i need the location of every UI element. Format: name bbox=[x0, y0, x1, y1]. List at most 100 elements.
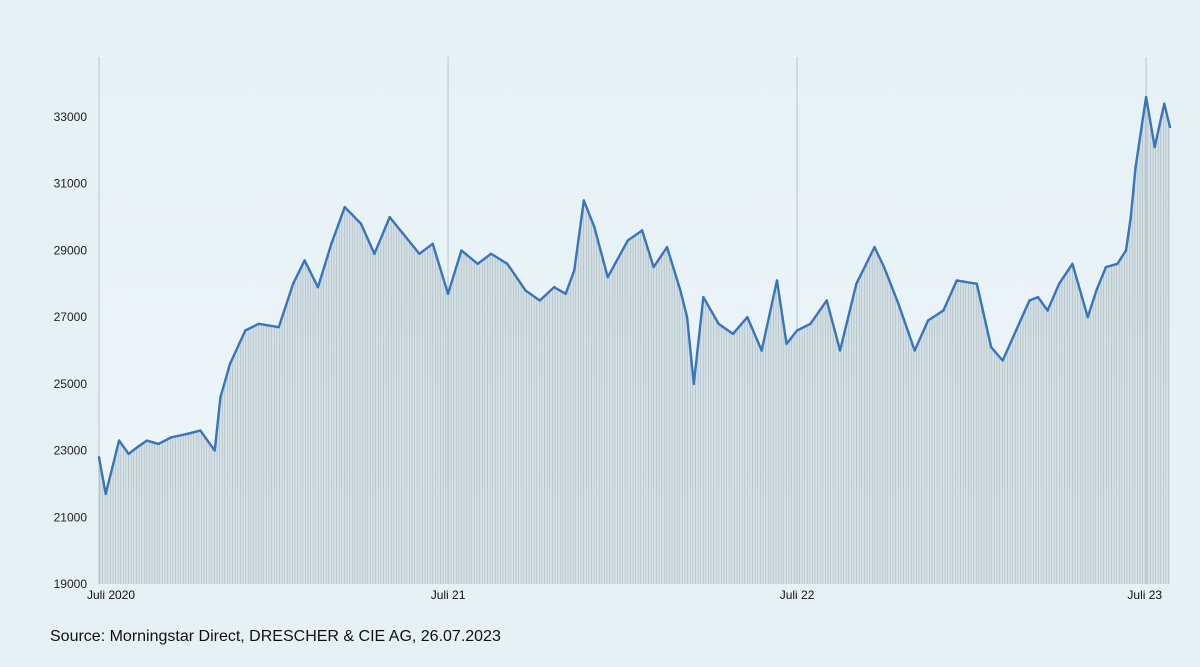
source-note: Source: Morningstar Direct, DRESCHER & C… bbox=[50, 628, 501, 645]
y-tick-label: 31000 bbox=[54, 177, 88, 191]
data-point bbox=[185, 432, 189, 436]
data-point bbox=[873, 245, 876, 249]
data-point bbox=[1014, 329, 1018, 332]
data-point bbox=[460, 249, 463, 252]
data-point bbox=[552, 285, 556, 289]
data-point bbox=[652, 265, 655, 269]
data-point bbox=[136, 446, 139, 449]
data-point bbox=[145, 439, 149, 442]
data-point bbox=[476, 262, 479, 265]
data-point bbox=[685, 315, 689, 319]
data-point bbox=[795, 329, 799, 332]
data-point bbox=[111, 466, 114, 469]
y-tick-label: 21000 bbox=[54, 510, 88, 524]
line-chart: Juli 2020 Juli 21 Juli 22 Juli 23 19000 21000… bbox=[54, 57, 1172, 602]
data-point bbox=[942, 309, 945, 312]
chart-area: Juli 2020 Juli 21 Juli 22 Juli 23 19000 21000… bbox=[54, 57, 1172, 602]
data-point bbox=[1144, 95, 1148, 99]
data-point bbox=[626, 239, 630, 242]
data-point bbox=[127, 452, 130, 456]
data-point bbox=[926, 319, 930, 322]
data-point bbox=[489, 252, 493, 255]
y-tick-label: 27000 bbox=[54, 310, 88, 324]
data-point bbox=[1153, 145, 1156, 149]
data-point bbox=[1086, 315, 1089, 319]
data-point bbox=[1046, 309, 1049, 312]
data-point bbox=[228, 362, 232, 366]
data-point bbox=[955, 279, 958, 282]
data-point bbox=[760, 349, 763, 352]
x-tick-label: Juli 2020 bbox=[87, 588, 135, 602]
data-point bbox=[330, 242, 333, 245]
data-point bbox=[665, 245, 669, 249]
data-point bbox=[1116, 262, 1119, 265]
data-point bbox=[1104, 265, 1108, 269]
data-point bbox=[316, 285, 320, 289]
data-point bbox=[1124, 249, 1128, 252]
data-point bbox=[1071, 262, 1074, 265]
data-point bbox=[291, 282, 295, 286]
data-point bbox=[343, 205, 346, 209]
data-point bbox=[717, 322, 720, 326]
data-point bbox=[1028, 299, 1031, 302]
data-point bbox=[277, 325, 280, 329]
data-point bbox=[1001, 359, 1004, 362]
data-point bbox=[640, 229, 644, 232]
data-point bbox=[1095, 289, 1098, 292]
data-point bbox=[1134, 165, 1137, 169]
y-tick-label: 29000 bbox=[54, 243, 88, 257]
data-point bbox=[882, 265, 886, 269]
data-point bbox=[446, 292, 450, 296]
data-point bbox=[692, 382, 695, 386]
data-point bbox=[1057, 282, 1061, 286]
data-point bbox=[989, 345, 993, 349]
data-point bbox=[838, 349, 842, 352]
y-tick-label: 23000 bbox=[54, 444, 88, 458]
data-point bbox=[1163, 102, 1166, 105]
data-point bbox=[1036, 295, 1040, 299]
x-tick-label: Juli 23 bbox=[1127, 588, 1162, 602]
data-point bbox=[431, 242, 434, 245]
data-point bbox=[606, 275, 609, 279]
data-point bbox=[388, 215, 391, 219]
data-point bbox=[731, 332, 735, 336]
data-point bbox=[913, 349, 916, 352]
data-point bbox=[825, 299, 828, 302]
x-tick-label: Juli 22 bbox=[780, 588, 815, 602]
y-tick-label: 19000 bbox=[54, 577, 88, 591]
data-point bbox=[401, 232, 405, 235]
data-point bbox=[257, 322, 260, 326]
data-point bbox=[809, 322, 812, 326]
data-point bbox=[213, 449, 216, 452]
data-point bbox=[785, 342, 788, 346]
data-point bbox=[97, 456, 101, 459]
data-point bbox=[244, 329, 247, 332]
data-point bbox=[775, 279, 779, 282]
data-point bbox=[593, 225, 596, 229]
data-point bbox=[359, 222, 363, 225]
data-point bbox=[897, 302, 900, 306]
data-point bbox=[1129, 215, 1132, 219]
data-point bbox=[975, 282, 979, 286]
y-tick-label: 33000 bbox=[54, 110, 88, 124]
data-point bbox=[573, 269, 576, 272]
data-point bbox=[303, 259, 306, 262]
data-point bbox=[506, 262, 509, 265]
data-point bbox=[373, 252, 376, 255]
data-point bbox=[199, 429, 202, 432]
data-point bbox=[157, 442, 160, 446]
data-point bbox=[418, 252, 421, 255]
data-point bbox=[582, 199, 586, 202]
area-hatching bbox=[99, 103, 1169, 584]
data-point bbox=[702, 295, 705, 299]
data-point bbox=[746, 315, 749, 319]
data-point bbox=[219, 396, 222, 399]
data-point bbox=[1168, 125, 1172, 129]
data-point bbox=[170, 436, 173, 439]
area-fill bbox=[99, 97, 1170, 584]
data-point bbox=[104, 492, 107, 496]
data-point bbox=[117, 439, 121, 442]
data-point bbox=[564, 292, 567, 296]
x-tick-label: Juli 21 bbox=[431, 588, 466, 602]
data-point bbox=[855, 282, 858, 286]
